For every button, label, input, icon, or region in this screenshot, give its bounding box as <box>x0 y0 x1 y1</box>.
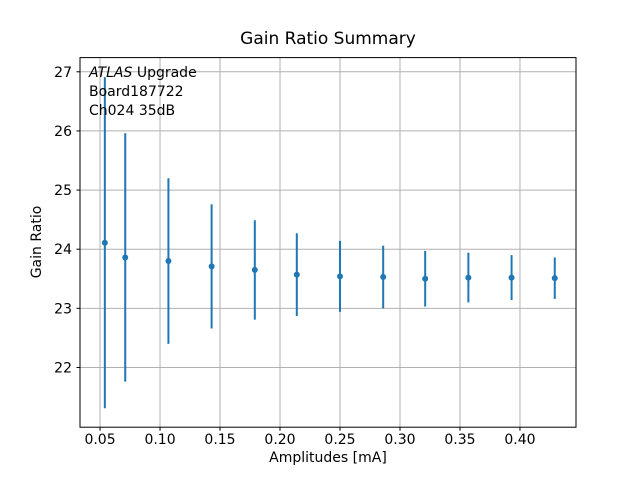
x-tick-label: 0.15 <box>204 432 235 448</box>
data-point <box>251 266 258 273</box>
data-point <box>101 239 108 246</box>
chart-title: Gain Ratio Summary <box>240 29 416 49</box>
y-tick-label: 23 <box>54 301 72 317</box>
plot-annotation: ATLAS Upgrade Board187722 Ch024 35dB <box>89 64 197 121</box>
y-tick-label: 25 <box>54 183 72 199</box>
x-axis-label: Amplitudes [mA] <box>269 450 387 466</box>
x-tick-label: 0.40 <box>504 432 535 448</box>
y-tick-label: 24 <box>54 242 72 258</box>
x-tick-label: 0.05 <box>84 432 115 448</box>
x-tick-label: 0.10 <box>144 432 175 448</box>
data-point <box>551 275 558 282</box>
annotation-experiment: ATLAS <box>89 65 133 81</box>
y-tick-label: 26 <box>54 124 72 140</box>
x-tick-label: 0.30 <box>384 432 415 448</box>
x-tick-label: 0.20 <box>264 432 295 448</box>
data-point <box>508 274 515 281</box>
annotation-board: Board187722 <box>89 84 184 100</box>
data-point <box>465 274 472 281</box>
x-tick-label: 0.35 <box>444 432 475 448</box>
annotation-upgrade: Upgrade <box>132 65 197 81</box>
data-point <box>165 258 172 265</box>
data-point <box>293 271 300 278</box>
x-tick-label: 0.25 <box>324 432 355 448</box>
data-point <box>422 275 429 282</box>
data-point <box>380 273 387 280</box>
data-point <box>336 273 343 280</box>
data-point <box>122 254 129 261</box>
y-tick-label: 22 <box>54 360 72 376</box>
axes-frame <box>79 57 577 428</box>
data-point <box>208 263 215 270</box>
y-tick-label: 27 <box>54 65 72 81</box>
annotation-channel: Ch024 35dB <box>89 103 176 119</box>
y-axis-label: Gain Ratio <box>29 205 45 279</box>
